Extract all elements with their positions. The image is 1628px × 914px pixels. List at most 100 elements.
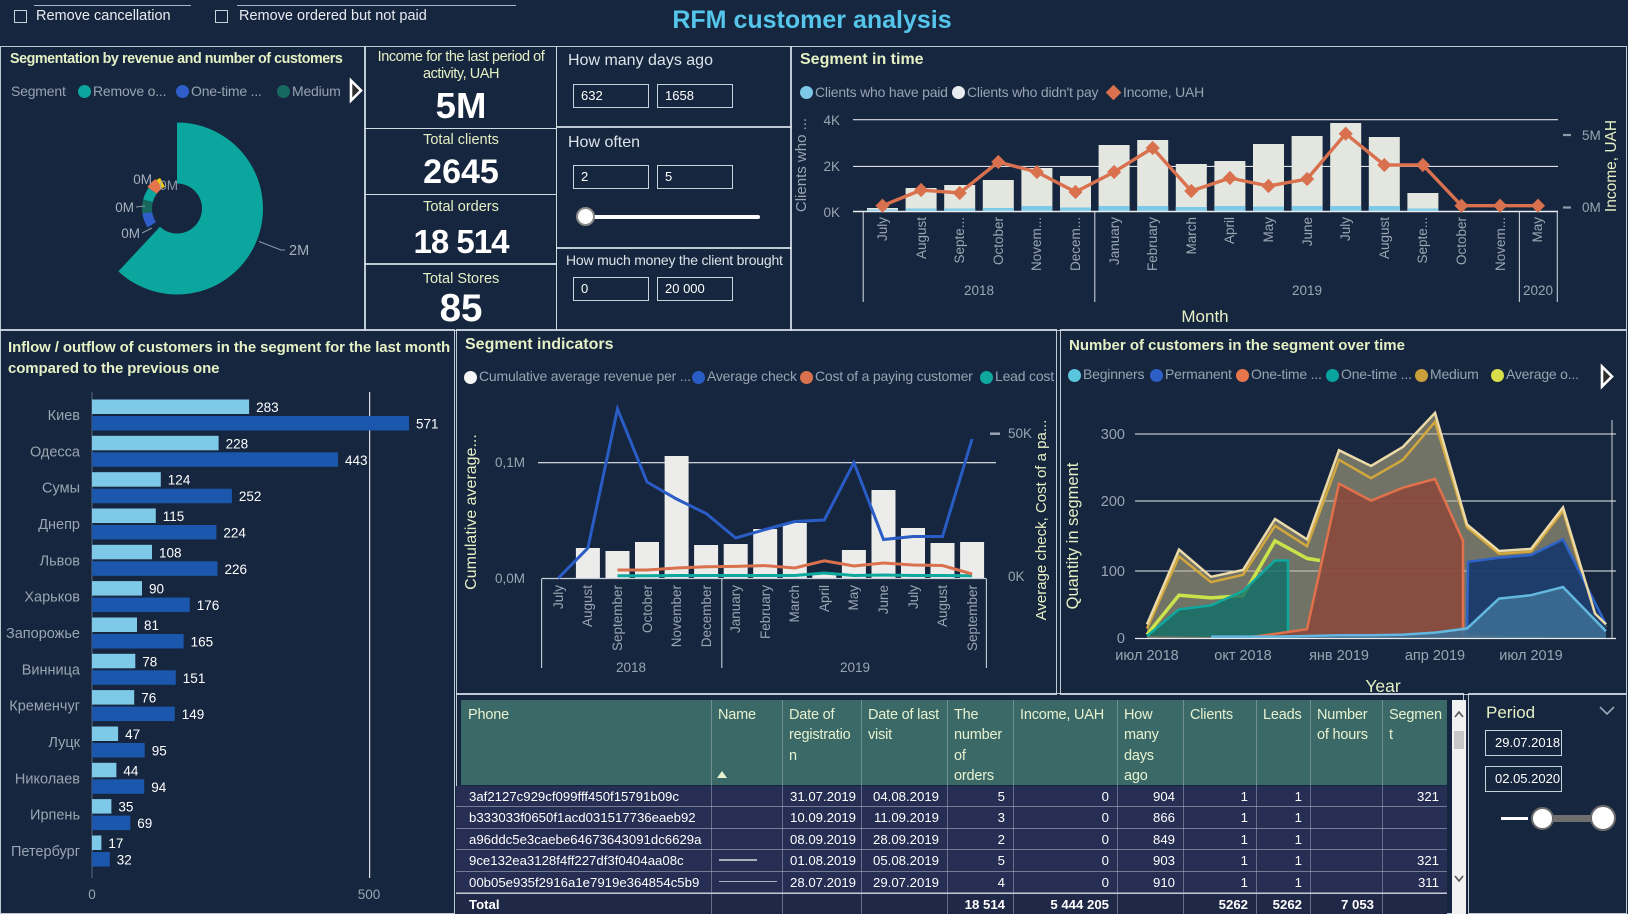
svg-text:115: 115: [163, 509, 185, 524]
svg-text:August: August: [935, 585, 950, 627]
svg-text:0M: 0M: [121, 226, 140, 241]
svg-text:Ирпень: Ирпень: [30, 808, 80, 824]
svg-text:May: May: [1530, 217, 1545, 243]
svg-text:0M: 0M: [1582, 200, 1601, 215]
svg-text:August: August: [914, 217, 929, 259]
svg-text:443: 443: [345, 453, 368, 468]
svg-text:0K: 0K: [823, 205, 840, 220]
svg-text:March: March: [787, 585, 802, 623]
svg-text:July: July: [875, 217, 890, 241]
svg-text:2K: 2K: [823, 159, 840, 174]
svg-text:July: July: [551, 585, 566, 609]
svg-text:March: March: [1184, 217, 1199, 255]
svg-text:May: May: [846, 585, 861, 611]
svg-text:165: 165: [191, 635, 214, 650]
svg-text:December: December: [699, 585, 714, 648]
svg-text:October: October: [640, 585, 655, 634]
svg-text:May: May: [1261, 217, 1276, 243]
svg-text:Decem...: Decem...: [1068, 217, 1083, 271]
svg-text:0,0M: 0,0M: [495, 571, 525, 586]
svg-text:47: 47: [125, 727, 140, 742]
svg-text:0M: 0M: [133, 172, 152, 187]
svg-text:44: 44: [123, 763, 139, 778]
svg-text:2018: 2018: [616, 660, 646, 675]
svg-text:124: 124: [168, 473, 191, 488]
svg-text:September: September: [610, 585, 625, 652]
svg-text:Average check, Cost of a pa...: Average check, Cost of a pa...: [1033, 420, 1050, 621]
svg-text:February: February: [758, 585, 773, 639]
svg-text:окт 2018: окт 2018: [1214, 648, 1272, 664]
svg-text:Одесса: Одесса: [30, 444, 81, 460]
svg-text:Петербург: Петербург: [11, 844, 80, 860]
svg-text:September: September: [965, 585, 980, 652]
svg-text:Кременчуг: Кременчуг: [9, 699, 80, 715]
svg-text:300: 300: [1101, 427, 1125, 443]
svg-text:0K: 0K: [1008, 569, 1025, 584]
svg-text:August: August: [1377, 217, 1392, 259]
svg-text:2019: 2019: [840, 660, 870, 675]
svg-text:Харьков: Харьков: [24, 590, 80, 606]
svg-text:October: October: [991, 217, 1006, 266]
svg-text:0,1M: 0,1M: [495, 455, 525, 470]
svg-text:June: June: [1300, 217, 1315, 246]
svg-text:April: April: [1222, 217, 1237, 244]
svg-text:Septe...: Septe...: [1415, 217, 1430, 264]
svg-text:176: 176: [197, 598, 220, 613]
svg-text:2019: 2019: [1292, 283, 1322, 298]
svg-text:90: 90: [149, 582, 164, 597]
svg-text:July: July: [906, 585, 921, 609]
svg-text:2020: 2020: [1523, 283, 1553, 298]
svg-text:149: 149: [182, 707, 205, 722]
svg-text:November: November: [669, 585, 684, 648]
svg-text:June: June: [876, 585, 891, 614]
svg-text:апр 2019: апр 2019: [1405, 648, 1465, 664]
svg-text:224: 224: [223, 526, 246, 541]
svg-text:Clients who ...: Clients who ...: [793, 118, 810, 212]
svg-text:228: 228: [226, 436, 249, 451]
svg-text:Cumulative average...: Cumulative average...: [463, 434, 480, 590]
svg-text:January: January: [728, 585, 743, 633]
svg-text:81: 81: [144, 618, 159, 633]
svg-text:94: 94: [151, 780, 167, 795]
svg-text:76: 76: [141, 691, 156, 706]
svg-text:2M: 2M: [289, 243, 309, 259]
svg-text:Septe...: Septe...: [952, 217, 967, 264]
svg-text:95: 95: [152, 744, 167, 759]
svg-text:571: 571: [416, 417, 439, 432]
svg-text:50K: 50K: [1008, 426, 1032, 441]
svg-text:Сумы: Сумы: [42, 481, 80, 497]
svg-text:35: 35: [118, 800, 133, 815]
svg-text:4K: 4K: [823, 113, 840, 128]
svg-text:5M: 5M: [1582, 128, 1601, 143]
svg-text:Винница: Винница: [22, 662, 81, 678]
svg-text:0M: 0M: [115, 200, 134, 215]
svg-text:January: January: [1107, 217, 1122, 265]
svg-text:Запорожье: Запорожье: [6, 626, 80, 642]
svg-text:32: 32: [117, 853, 132, 868]
svg-text:0: 0: [1117, 631, 1125, 647]
svg-text:69: 69: [137, 816, 152, 831]
svg-text:108: 108: [159, 545, 182, 560]
svg-text:июл 2018: июл 2018: [1115, 648, 1178, 664]
svg-text:Month: Month: [1181, 307, 1228, 326]
svg-text:283: 283: [256, 400, 279, 415]
svg-text:October: October: [1454, 217, 1469, 266]
svg-text:Николаев: Николаев: [15, 771, 80, 787]
svg-text:июл 2019: июл 2019: [1499, 648, 1562, 664]
svg-text:янв 2019: янв 2019: [1309, 648, 1369, 664]
svg-text:17: 17: [108, 836, 123, 851]
svg-text:Киев: Киев: [48, 408, 81, 424]
svg-text:151: 151: [183, 671, 206, 686]
svg-text:Year: Year: [1365, 676, 1401, 694]
svg-text:Днепр: Днепр: [38, 517, 80, 533]
svg-text:0M: 0M: [159, 178, 178, 193]
svg-text:Income, UAH: Income, UAH: [1603, 120, 1620, 212]
svg-text:252: 252: [239, 489, 262, 504]
svg-text:0: 0: [88, 887, 96, 902]
svg-text:February: February: [1145, 217, 1160, 271]
svg-text:July: July: [1338, 217, 1353, 241]
svg-text:August: August: [580, 585, 595, 627]
svg-text:Львов: Львов: [40, 553, 81, 569]
svg-text:Novem...: Novem...: [1493, 217, 1508, 271]
svg-text:April: April: [817, 585, 832, 612]
